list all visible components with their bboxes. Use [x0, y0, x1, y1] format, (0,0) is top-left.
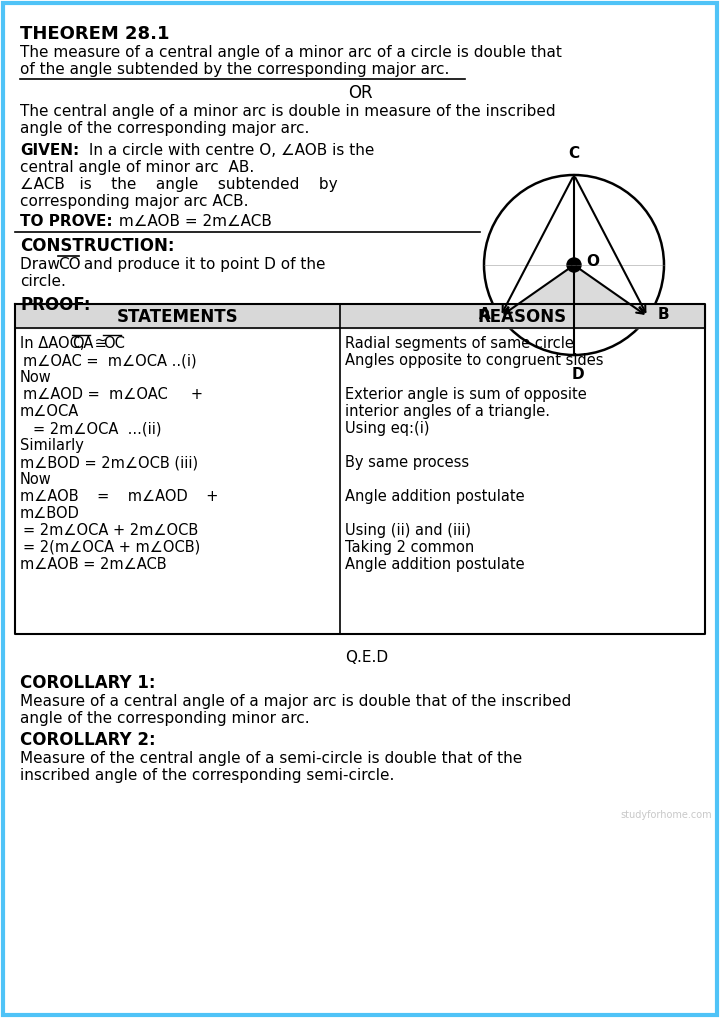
Text: CO: CO [58, 257, 81, 272]
Text: THEOREM 28.1: THEOREM 28.1 [20, 25, 169, 43]
Text: The central angle of a minor arc is double in measure of the inscribed: The central angle of a minor arc is doub… [20, 104, 556, 119]
Text: A: A [479, 307, 490, 322]
Text: studyforhome.com: studyforhome.com [620, 810, 711, 821]
Text: = 2m∠OCA  ...(ii): = 2m∠OCA ...(ii) [33, 421, 161, 436]
Text: angle of the corresponding major arc.: angle of the corresponding major arc. [20, 121, 310, 136]
Text: m∠OCA: m∠OCA [20, 404, 79, 419]
Text: = 2(m∠OCA + m∠OCB): = 2(m∠OCA + m∠OCB) [23, 540, 200, 555]
Text: TO PROVE:: TO PROVE: [20, 214, 112, 229]
Text: Using eq:(i): Using eq:(i) [345, 421, 430, 436]
Polygon shape [500, 265, 648, 317]
Text: ∠ACB   is    the    angle    subtended    by: ∠ACB is the angle subtended by [20, 177, 338, 192]
Text: O: O [586, 253, 599, 269]
Text: of the angle subtended by the corresponding major arc.: of the angle subtended by the correspond… [20, 62, 449, 77]
Text: Now: Now [20, 472, 52, 487]
Text: ≅: ≅ [90, 336, 112, 351]
Text: STATEMENTS: STATEMENTS [117, 308, 238, 326]
Text: By same process: By same process [345, 455, 469, 470]
Text: Radial segments of same circle: Radial segments of same circle [345, 336, 574, 351]
Text: = 2m∠OCA + 2m∠OCB: = 2m∠OCA + 2m∠OCB [23, 523, 198, 538]
Text: circle.: circle. [20, 274, 66, 289]
Text: Exterior angle is sum of opposite: Exterior angle is sum of opposite [345, 387, 587, 402]
Text: m∠AOD =  m∠OAC     +: m∠AOD = m∠OAC + [23, 387, 203, 402]
Text: PROOF:: PROOF: [20, 296, 91, 314]
Text: In ΔAOC,: In ΔAOC, [20, 336, 89, 351]
Text: angle of the corresponding minor arc.: angle of the corresponding minor arc. [20, 711, 310, 726]
Text: m∠BOD: m∠BOD [20, 506, 80, 521]
Text: The measure of a central angle of a minor arc of a circle is double that: The measure of a central angle of a mino… [20, 45, 562, 60]
Text: B: B [658, 307, 670, 322]
FancyBboxPatch shape [3, 3, 717, 1015]
Text: Taking 2 common: Taking 2 common [345, 540, 474, 555]
Text: and produce it to point D of the: and produce it to point D of the [79, 257, 325, 272]
Text: COROLLARY 2:: COROLLARY 2: [20, 731, 156, 749]
Text: REASONS: REASONS [478, 308, 567, 326]
Text: interior angles of a triangle.: interior angles of a triangle. [345, 404, 550, 419]
Text: D: D [572, 367, 585, 382]
Text: m∠BOD = 2m∠OCB (iii): m∠BOD = 2m∠OCB (iii) [20, 455, 198, 470]
Text: OR: OR [348, 84, 372, 102]
Text: central angle of minor arc  AB.: central angle of minor arc AB. [20, 160, 254, 175]
Text: CONSTRUCTION:: CONSTRUCTION: [20, 237, 174, 254]
Text: m∠AOB = 2m∠ACB: m∠AOB = 2m∠ACB [114, 214, 272, 229]
Text: Angles opposite to congruent sides: Angles opposite to congruent sides [345, 353, 603, 367]
Text: Now: Now [20, 370, 52, 385]
Text: Angle addition postulate: Angle addition postulate [345, 557, 525, 572]
Text: C: C [568, 146, 580, 161]
Text: Measure of a central angle of a major arc is double that of the inscribed: Measure of a central angle of a major ar… [20, 694, 571, 709]
Text: Measure of the central angle of a semi-circle is double that of the: Measure of the central angle of a semi-c… [20, 751, 522, 766]
Text: Draw: Draw [20, 257, 65, 272]
Text: Using (ii) and (iii): Using (ii) and (iii) [345, 523, 471, 538]
Text: m∠AOB = 2m∠ACB: m∠AOB = 2m∠ACB [20, 557, 166, 572]
Text: m∠OAC =  m∠OCA ..(i): m∠OAC = m∠OCA ..(i) [23, 353, 197, 367]
Text: COROLLARY 1:: COROLLARY 1: [20, 674, 156, 692]
Text: In a circle with centre O, ∠AOB is the: In a circle with centre O, ∠AOB is the [84, 143, 374, 158]
Circle shape [567, 258, 581, 272]
Text: corresponding major arc ACB.: corresponding major arc ACB. [20, 194, 248, 209]
Text: Similarly: Similarly [20, 438, 84, 453]
Text: m∠AOB    =    m∠AOD    +: m∠AOB = m∠AOD + [20, 489, 218, 504]
Text: inscribed angle of the corresponding semi-circle.: inscribed angle of the corresponding sem… [20, 768, 395, 783]
Text: Angle addition postulate: Angle addition postulate [345, 489, 525, 504]
Text: OC: OC [103, 336, 125, 351]
Text: OA: OA [72, 336, 94, 351]
Text: Q.E.D: Q.E.D [345, 651, 388, 665]
Text: GIVEN:: GIVEN: [20, 143, 79, 158]
